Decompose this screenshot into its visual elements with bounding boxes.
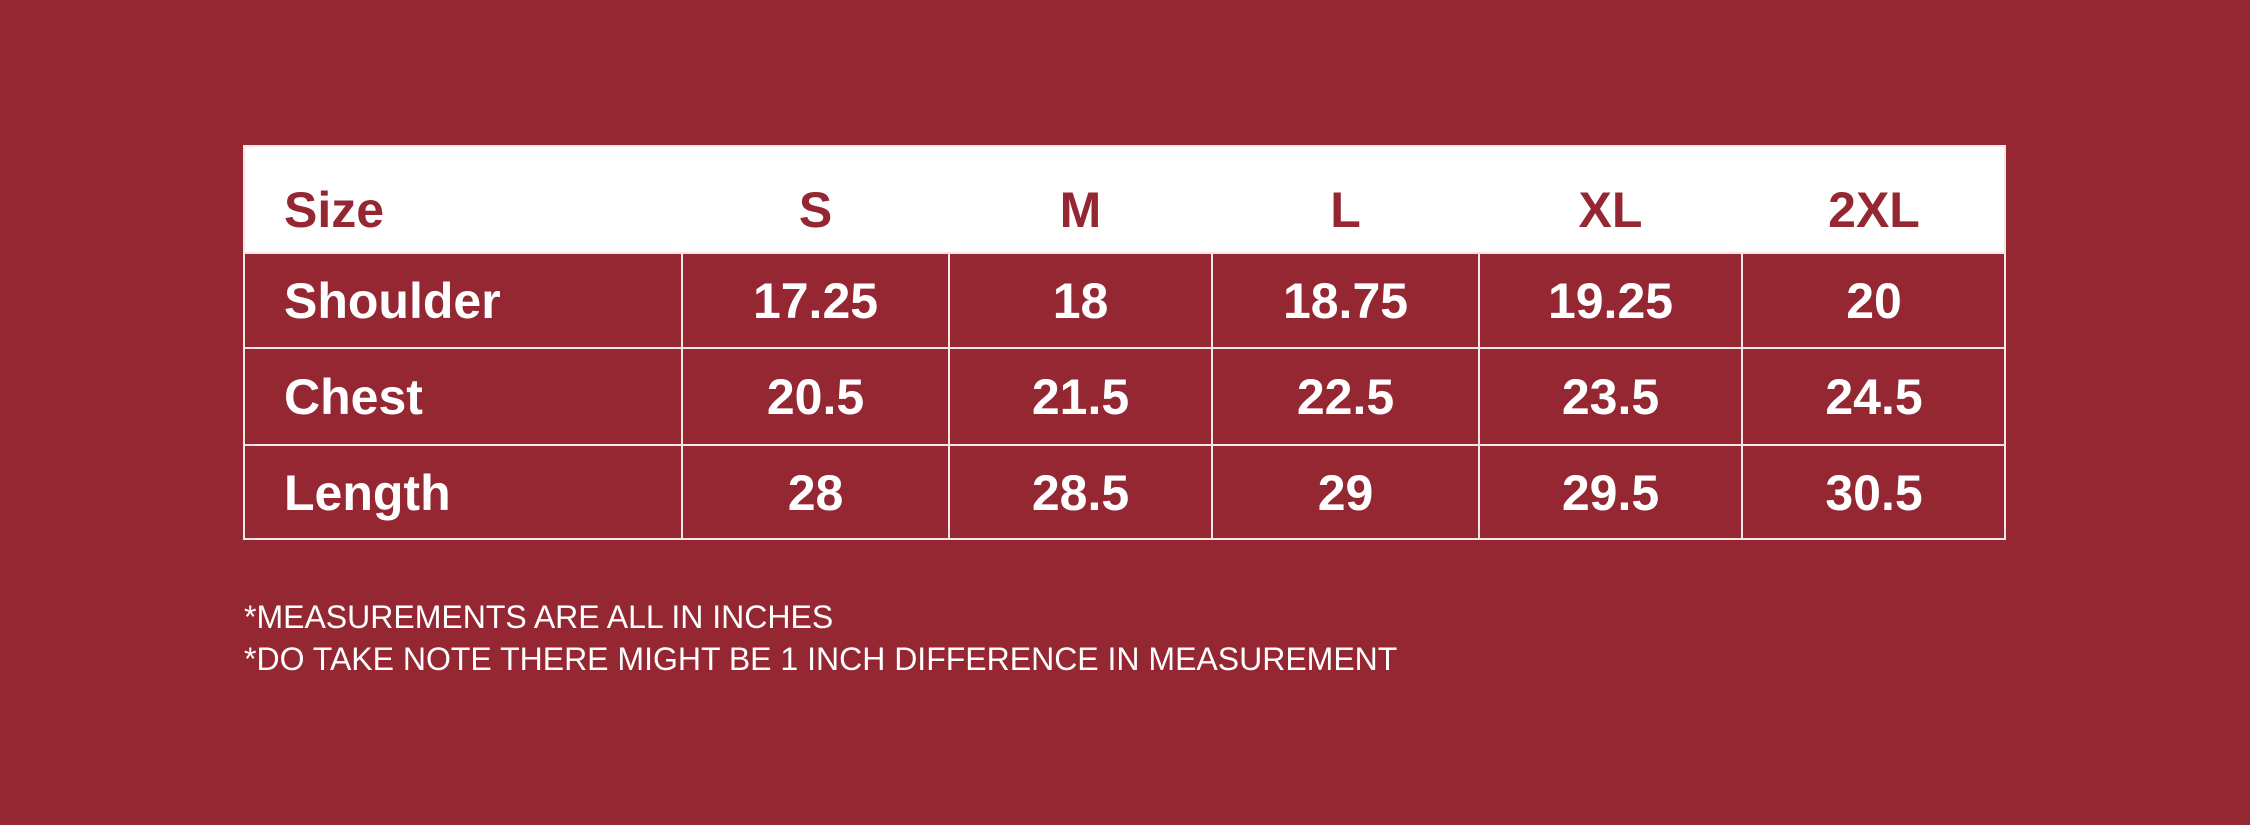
column-divider — [1478, 253, 1480, 540]
table-cell: 17.25 — [752, 272, 879, 329]
table-cell: 18 — [1052, 272, 1109, 329]
row-label-chest: Chest — [284, 368, 423, 425]
table-cell: 20 — [1846, 272, 1902, 329]
header-size-xl: XL — [1578, 182, 1643, 238]
size-chart-table: Size S M L XL 2XL Shoulder 17.25 18 18.75 19.25 20… — [243, 145, 2006, 540]
table-cell: 22.5 — [1296, 368, 1395, 425]
table-cell: 30.5 — [1825, 464, 1923, 521]
header-size-2xl: 2XL — [1828, 182, 1920, 238]
column-divider — [948, 253, 950, 540]
row-divider — [245, 252, 2004, 254]
table-cell: 19.25 — [1547, 272, 1674, 329]
note-difference: *DO TAKE NOTE THERE MIGHT BE 1 INCH DIFF… — [244, 641, 1398, 677]
header-size-l: L — [1330, 182, 1361, 238]
table-cell: 20.5 — [766, 368, 865, 425]
table-cell: 28 — [787, 464, 844, 521]
table-cell: 18.75 — [1282, 272, 1409, 329]
row-divider — [245, 444, 2004, 446]
table-cell: 23.5 — [1561, 368, 1660, 425]
header-size-label: Size — [284, 182, 385, 238]
table-cell: 29.5 — [1561, 464, 1660, 521]
table-cell: 29 — [1317, 464, 1374, 521]
column-divider — [681, 253, 683, 540]
note-units: *MEASUREMENTS ARE ALL IN INCHES — [244, 599, 834, 635]
row-divider — [245, 347, 2004, 349]
column-divider — [1741, 253, 1743, 540]
header-size-m: M — [1059, 182, 1102, 238]
table-cell: 24.5 — [1825, 368, 1923, 425]
table-cell: 21.5 — [1031, 368, 1130, 425]
header-size-s: S — [798, 182, 833, 238]
table-header-row: Size S M L XL 2XL — [245, 147, 2004, 253]
column-divider — [1211, 253, 1213, 540]
table-cell: 28.5 — [1031, 464, 1130, 521]
notes: *MEASUREMENTS ARE ALL IN INCHES *DO TAKE… — [244, 596, 1397, 680]
row-label-length: Length — [284, 464, 451, 521]
row-label-shoulder: Shoulder — [284, 272, 501, 329]
